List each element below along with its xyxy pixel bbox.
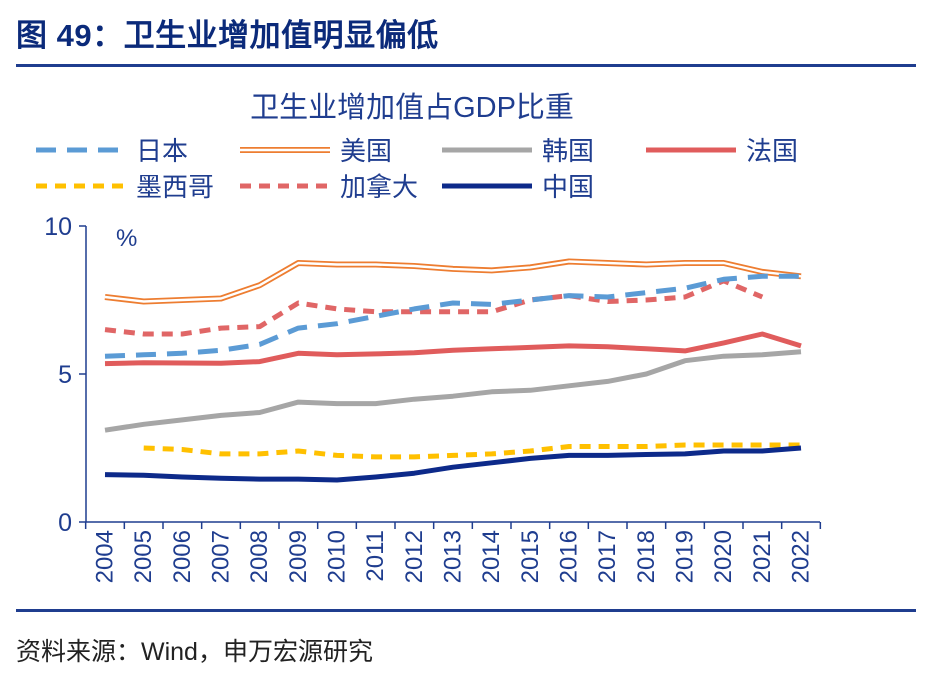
x-tick-label-2020: 2020 — [710, 530, 737, 583]
series-line-4 — [143, 442, 801, 460]
series-line-0 — [104, 273, 801, 359]
x-tick-label-2011: 2011 — [362, 530, 389, 582]
figure-title: 图 49：卫生业增加值明显偏低 — [16, 18, 439, 53]
legend-label-4: 墨西哥 — [136, 172, 214, 202]
x-tick-label-2004: 2004 — [92, 530, 119, 583]
x-tick-label-2013: 2013 — [440, 530, 467, 583]
x-tick-label-2006: 2006 — [169, 530, 196, 583]
series-line-3 — [104, 331, 802, 367]
y-unit-label: % — [116, 225, 137, 252]
series-line-inner-1 — [104, 260, 802, 303]
chart-title: 卫生业增加值占GDP比重 — [250, 91, 574, 124]
x-tick-label-2017: 2017 — [594, 530, 621, 583]
series-line-6 — [104, 445, 802, 483]
legend-label-1: 美国 — [340, 136, 392, 166]
legend-label-2: 韩国 — [542, 136, 594, 166]
x-tick-label-2010: 2010 — [324, 530, 351, 583]
x-tick-label-2005: 2005 — [130, 530, 157, 583]
x-tick-label-2009: 2009 — [285, 530, 312, 583]
x-tick-label-2021: 2021 — [749, 530, 776, 583]
x-tick-label-2014: 2014 — [478, 530, 505, 583]
y-tick-label-2: 10 — [44, 213, 72, 241]
series-line-1 — [104, 258, 802, 305]
y-tick-label-1: 5 — [58, 361, 72, 389]
x-tick-label-2008: 2008 — [246, 530, 273, 583]
legend-label-6: 中国 — [542, 172, 594, 202]
top-rule — [16, 64, 916, 67]
x-tick-label-2012: 2012 — [401, 530, 428, 583]
legend-label-5: 加拿大 — [340, 172, 418, 202]
series-line-2 — [104, 349, 802, 433]
x-tick-label-2015: 2015 — [517, 530, 544, 583]
x-tick-label-2022: 2022 — [788, 530, 815, 583]
series-line-5 — [104, 278, 764, 337]
bottom-rule — [16, 609, 916, 612]
source-note: 资料来源：Wind，申万宏源研究 — [16, 638, 373, 666]
x-tick-label-2016: 2016 — [556, 530, 583, 583]
x-tick-label-2007: 2007 — [208, 530, 235, 583]
x-tick-label-2018: 2018 — [633, 530, 660, 583]
legend-label-3: 法国 — [746, 136, 798, 166]
x-tick-label-2019: 2019 — [672, 530, 699, 583]
legend-label-0: 日本 — [136, 136, 188, 166]
y-tick-label-0: 0 — [58, 509, 72, 537]
